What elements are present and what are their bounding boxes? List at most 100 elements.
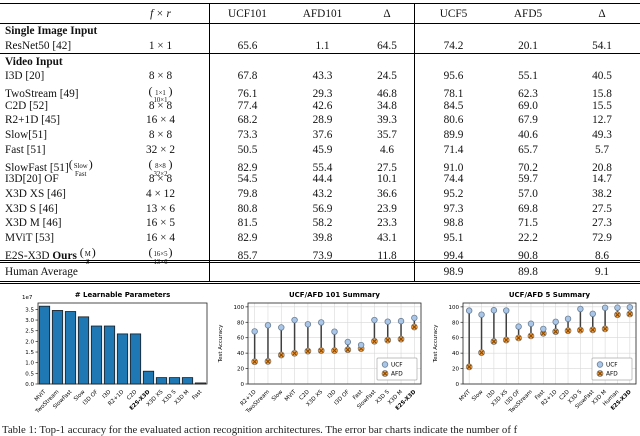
method-cell: X3D S [46] [5,202,58,215]
svg-text:3.5: 3.5 [25,307,34,313]
svg-text:MViT: MViT [284,389,298,403]
svg-text:AFD: AFD [606,372,618,378]
svg-text:40: 40 [452,351,459,357]
value-cell: 65.7 [518,143,538,156]
afd-marker [344,346,352,354]
value-cell [285,54,360,69]
value-cell: 80.6 [414,113,492,128]
value-cell: 27.5 [592,202,612,215]
ucf-marker [384,318,391,325]
afd-marker [264,358,272,365]
legend: UCF AFD [376,357,418,381]
value-cell: 84.5 [414,98,492,114]
value-cell: 67.9 [518,114,538,127]
table-row: Human Average 98.9 89.8 9.1 [0,260,640,284]
ucf-marker [626,304,634,311]
svg-text:2.0: 2.0 [25,339,34,345]
table-row: E2S-X3D Ours (M S) (16×5 13×6) 85.7 73.9 11.8 9… [0,245,640,267]
value-cell: 10.1 [377,173,397,186]
ucf-marker [331,328,338,335]
svg-text:I3D: I3D [102,389,113,400]
fxr-cell: 8 × 8 [148,173,173,186]
value-cell: 28.9 [312,114,333,127]
value-cell: 74.2 [414,38,492,54]
header-delta-5: Δ [598,7,606,20]
ucf-marker [465,307,473,314]
afd-marker [626,310,634,318]
value-cell: 27.5 [377,161,397,174]
value-cell: 90.8 [518,249,538,262]
bar [168,377,181,385]
svg-text:20: 20 [452,367,459,373]
method-cell: X3D XS [46] [5,187,66,200]
chart-title: UCF/AFD 101 Summary [289,291,380,299]
table-row: Slow[51] 8 × 8 73.3 37.6 35.7 89.9 40.6 49.3 [0,127,640,143]
svg-text:60: 60 [452,336,459,342]
value-cell: 40.6 [518,129,538,142]
method-cell: C2D [52] [5,99,48,112]
ucf-marker [371,316,378,324]
table-row: MViT [53] 16 × 4 82.9 39.8 43.1 95.1 22.2 72.9 [0,230,640,246]
value-cell: 29.3 [312,88,333,101]
fxr-cell [112,24,209,39]
value-cell [564,54,640,69]
value-cell: 89.8 [518,266,538,278]
value-cell [209,24,285,39]
value-cell [492,24,564,39]
bar [90,325,103,385]
value-cell: 27.3 [592,217,612,230]
value-cell: 20.8 [592,161,612,174]
value-cell [209,54,285,70]
table-row: X3D XS [46] 4 × 12 79.8 43.2 36.6 95.2 57.0 38.… [0,186,640,202]
method-cell: MViT [53] [5,231,55,244]
value-cell: 15.8 [592,88,612,101]
value-cell: 15.5 [592,99,612,112]
value-cell: 4.6 [379,143,395,156]
svg-text:40: 40 [237,351,244,357]
bar [194,382,207,385]
value-cell: 74.4 [414,171,492,187]
value-cell: 35.7 [377,129,397,142]
fxr-cell: 1 × 1 [148,40,173,53]
afd-marker [331,347,338,354]
value-cell: 70.2 [518,161,538,174]
ucf-marker [411,314,418,322]
value-cell: 37.6 [312,129,333,142]
method-cell: Human Average [5,266,78,278]
ucf-marker [601,304,609,311]
value-cell: 14.7 [592,173,612,186]
svg-text:1.5: 1.5 [25,350,34,356]
afd-marker [478,349,485,357]
value-cell: 23.9 [377,202,397,215]
method-cell: R2+1D [45] [5,114,61,127]
value-cell: 43.3 [312,70,333,83]
afd-marker [515,334,522,342]
method-cell: Video Input [5,55,63,68]
fxr-cell: 13 × 6 [146,202,175,215]
svg-text:I3D: I3D [327,389,338,400]
svg-text:80: 80 [452,320,459,326]
afd-marker [291,349,298,357]
value-cell: 40.5 [592,70,612,83]
ucf-marker [304,321,312,328]
svg-text:100: 100 [449,305,460,311]
svg-text:1.0: 1.0 [25,361,34,367]
ucf-marker [357,341,365,349]
params-bar-chart: # Learnable Parameters 1e7 0.0 0.5 1.0 1.5 2.0… [22,291,208,415]
bar [103,325,116,385]
svg-text:0.5: 0.5 [25,371,34,377]
svg-text:I3D OF: I3D OF [333,389,350,406]
table-row: X3D S [46] 13 × 6 80.8 56.9 23.9 97.3 69.8 27.5 [0,201,640,216]
value-cell: 1.1 [315,40,330,53]
value-cell: 78.1 [414,83,492,105]
svg-text:3.0: 3.0 [25,318,34,324]
bar [64,311,77,385]
afd-marker [502,336,510,344]
value-cell [414,24,492,39]
value-cell: 20.1 [518,40,538,53]
svg-text:MViT: MViT [458,389,472,403]
value-cell: 98.8 [414,215,492,231]
method-cell: ResNet50 [42] [5,40,72,53]
svg-text:0: 0 [456,382,460,388]
table-row: I3D[20] OF 8 × 8 54.5 44.4 10.1 74.4 59.7 14.7 [0,171,640,187]
